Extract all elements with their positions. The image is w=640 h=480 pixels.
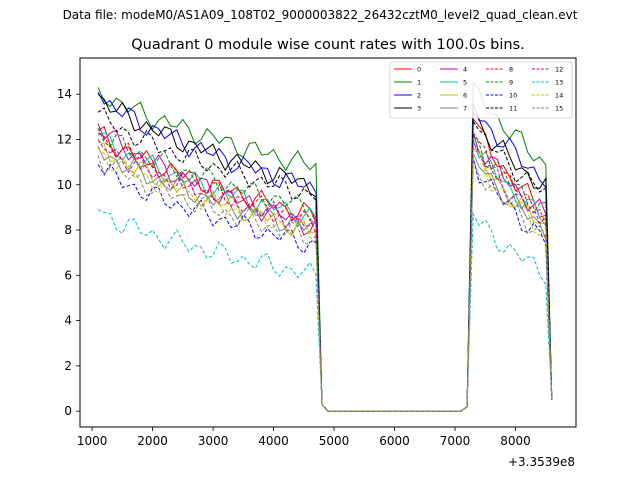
legend-frame bbox=[389, 61, 573, 119]
x-axis: 1000 2000 3000 4000 5000 6000 7000 8000 bbox=[77, 427, 531, 448]
chart-title: Quadrant 0 module wise count rates with … bbox=[131, 37, 525, 53]
legend-label-2: 2 bbox=[417, 92, 421, 100]
y-tick-label: 12 bbox=[57, 132, 72, 146]
y-tick-label: 6 bbox=[64, 268, 72, 282]
legend-label-3: 3 bbox=[417, 105, 421, 113]
legend-label-15: 15 bbox=[555, 105, 563, 113]
legend-label-7: 7 bbox=[463, 105, 467, 113]
data-file-suptitle: Data file: modeM0/AS1A09_108T02_90000038… bbox=[63, 8, 578, 22]
x-tick-label: 6000 bbox=[379, 434, 410, 448]
x-tick-label: 5000 bbox=[319, 434, 350, 448]
legend-label-9: 9 bbox=[509, 79, 513, 87]
y-tick-label: 10 bbox=[57, 178, 72, 192]
series-line-13 bbox=[97, 209, 553, 412]
legend-label-12: 12 bbox=[555, 66, 563, 74]
legend-label-8: 8 bbox=[509, 66, 513, 74]
y-tick-label: 2 bbox=[64, 359, 72, 373]
x-tick-label: 4000 bbox=[258, 434, 289, 448]
legend-label-11: 11 bbox=[509, 105, 517, 113]
legend-label-6: 6 bbox=[463, 92, 467, 100]
y-tick-label: 4 bbox=[64, 314, 72, 328]
x-tick-label: 8000 bbox=[500, 434, 531, 448]
y-tick-label: 14 bbox=[57, 87, 72, 101]
y-tick-label: 8 bbox=[64, 223, 72, 237]
y-axis: 0 2 4 6 8 10 12 14 bbox=[57, 87, 80, 418]
legend-label-14: 14 bbox=[555, 92, 563, 100]
x-tick-label: 1000 bbox=[77, 434, 108, 448]
x-tick-label: 3000 bbox=[198, 434, 229, 448]
x-tick-label: 7000 bbox=[440, 434, 471, 448]
legend-label-10: 10 bbox=[509, 92, 517, 100]
series-line-15 bbox=[97, 155, 553, 412]
plot-frame bbox=[79, 57, 577, 428]
series-line-10 bbox=[97, 157, 553, 412]
y-tick-label: 0 bbox=[64, 404, 72, 418]
x-offset-label: +3.3539e8 bbox=[508, 455, 575, 469]
series-line-14 bbox=[97, 148, 553, 412]
series-line-11 bbox=[97, 107, 553, 412]
legend-label-4: 4 bbox=[463, 66, 467, 74]
legend-label-0: 0 bbox=[417, 66, 421, 74]
series-line-8 bbox=[97, 131, 553, 412]
legend-label-1: 1 bbox=[417, 79, 421, 87]
x-tick-label: 2000 bbox=[137, 434, 168, 448]
legend-label-5: 5 bbox=[463, 79, 467, 87]
legend-label-13: 13 bbox=[555, 79, 563, 87]
plot-area bbox=[80, 58, 576, 427]
series-lines bbox=[97, 81, 553, 412]
